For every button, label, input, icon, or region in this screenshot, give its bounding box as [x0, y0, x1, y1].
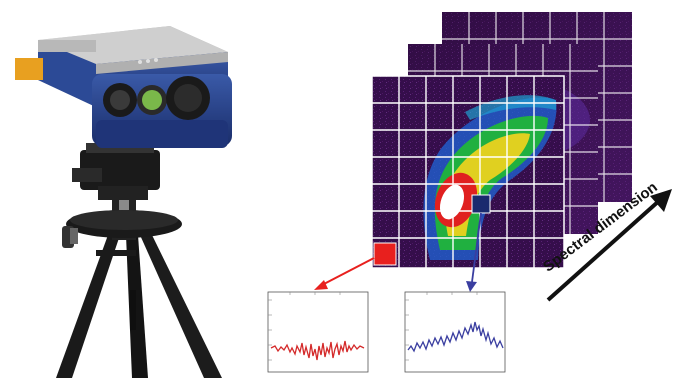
red-pointer-arrow [314, 257, 375, 290]
tripod-head [72, 143, 160, 200]
blue-pointer-arrow [466, 212, 482, 292]
blue-spectrum-trace [407, 321, 504, 353]
red-spectrum-trace [270, 340, 365, 361]
red-spectrum-plot [267, 291, 369, 373]
blue-pixel-marker [471, 194, 491, 214]
hyperspectral-camera-icon [15, 26, 232, 148]
spectral-dimension-arrow [546, 189, 672, 302]
tripod-icon [56, 195, 222, 378]
camera-tripod-illustration [15, 26, 232, 378]
heatmap-blob [423, 95, 557, 260]
red-pixel-marker [373, 242, 397, 266]
blue-spectrum-plot [404, 291, 506, 373]
front-layer-image [371, 75, 565, 269]
hyperspectral-cube [371, 12, 632, 269]
